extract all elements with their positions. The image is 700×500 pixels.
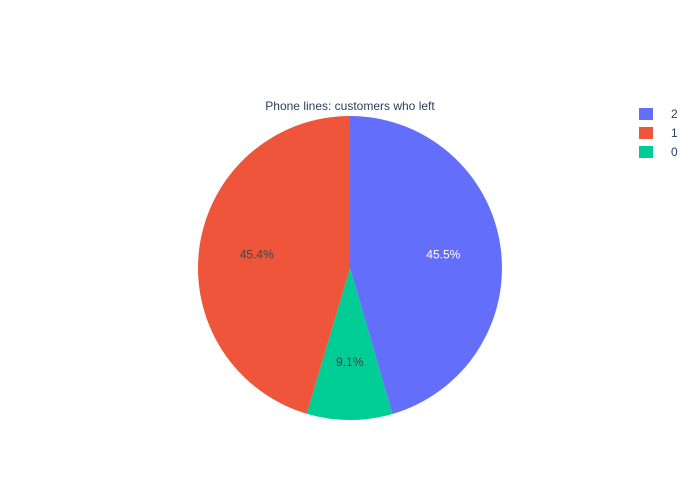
pie-slice-label-2: 45.5%: [426, 248, 460, 262]
legend-swatch-2: [639, 107, 653, 120]
pie-slice-0[interactable]: [306, 268, 393, 421]
pie-slice-label-1: 45.4%: [240, 247, 274, 261]
chart-title: Phone lines: customers who left: [265, 99, 435, 113]
legend-swatch-1: [639, 126, 653, 139]
pie-labels: 45.5% 9.1% 45.4%: [240, 247, 461, 369]
pie-slice-1[interactable]: [197, 116, 350, 414]
legend-swatch-0: [639, 145, 653, 158]
legend-item-1[interactable]: 1: [639, 123, 678, 142]
pie-slice-2[interactable]: [350, 116, 502, 414]
legend: 2 1 0: [639, 104, 678, 161]
legend-label-2: 2: [671, 106, 678, 121]
legend-label-1: 1: [671, 125, 678, 140]
pie-slice-label-0: 9.1%: [336, 355, 364, 369]
legend-item-2[interactable]: 2: [639, 104, 678, 123]
legend-item-0[interactable]: 0: [639, 142, 678, 161]
pie-slices: [197, 116, 502, 421]
legend-label-0: 0: [671, 144, 678, 159]
